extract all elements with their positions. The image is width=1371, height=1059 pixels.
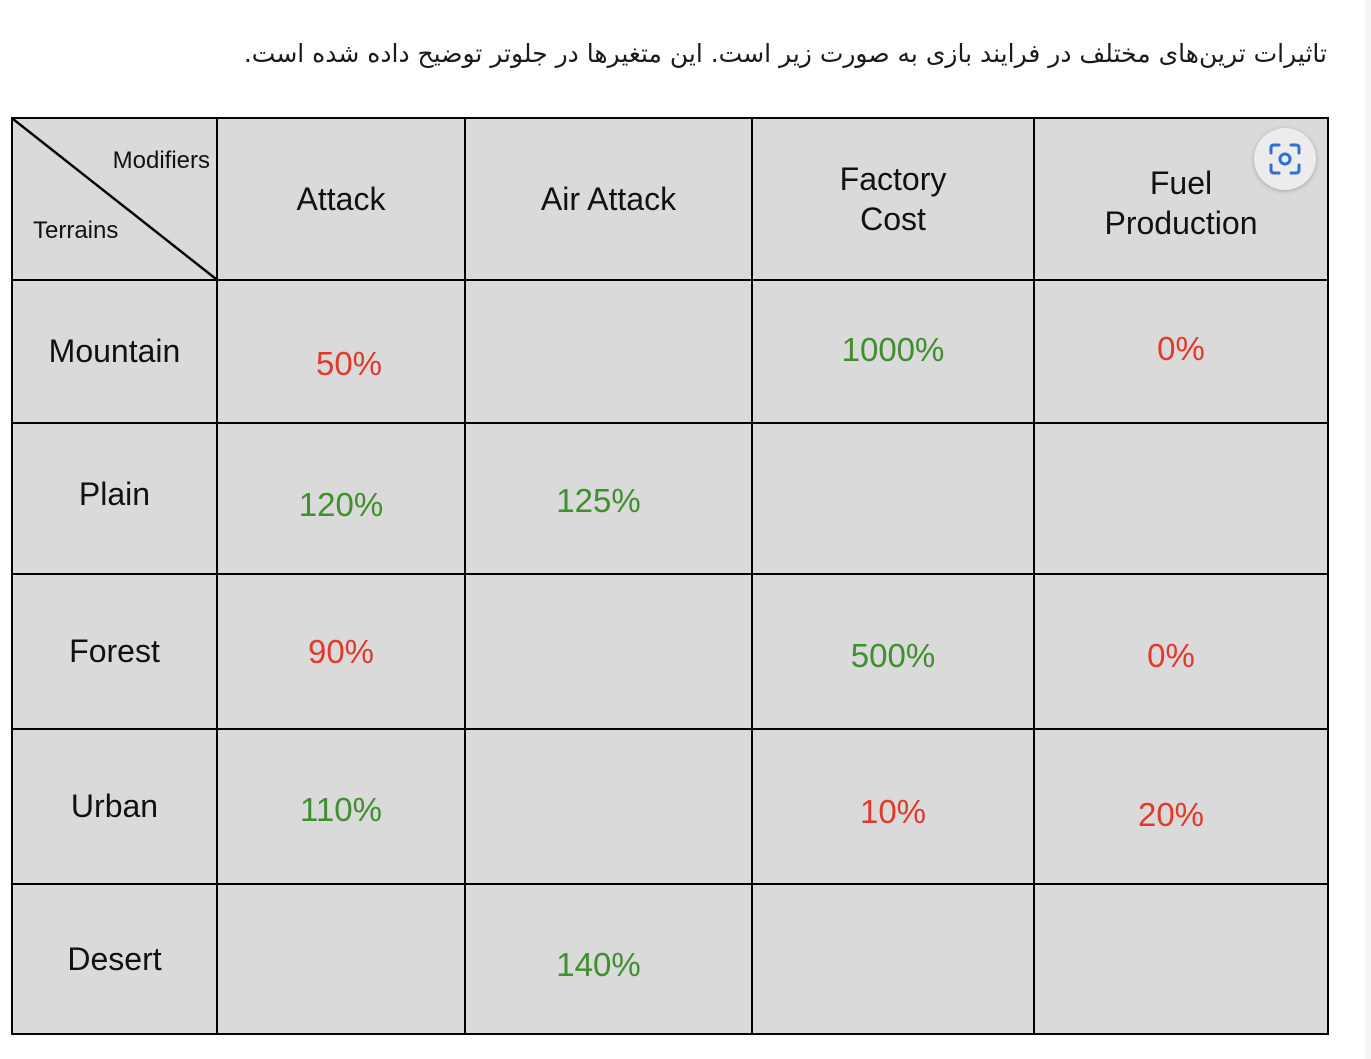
modifier-cell [1033, 422, 1329, 575]
modifier-value: 0% [1157, 329, 1205, 367]
modifier-cell: 20% [1033, 728, 1329, 885]
modifier-cell [751, 422, 1035, 575]
terrain-modifiers-table-image: Modifiers Terrains Attack Air Attack Fac… [11, 117, 1329, 1035]
row-header-terrain: Plain [11, 422, 218, 575]
modifier-cell: 0% [1033, 573, 1329, 730]
modifier-cell: 90% [216, 573, 466, 730]
modifier-cell: 120% [216, 422, 466, 575]
corner-terrains-label: Terrains [33, 217, 119, 244]
column-header-factory-cost: Factory Cost [751, 117, 1035, 281]
modifier-cell: 110% [216, 728, 466, 885]
row-header-terrain: Mountain [11, 279, 218, 424]
column-header-air-attack: Air Attack [464, 117, 753, 281]
modifier-cell [464, 279, 753, 424]
corner-modifiers-label: Modifiers [112, 147, 210, 174]
diagonal-divider [13, 119, 216, 279]
modifier-cell: 500% [751, 573, 1035, 730]
modifier-cell: 1000% [751, 279, 1035, 424]
modifier-value: 10% [859, 792, 927, 830]
modifier-cell [464, 573, 753, 730]
column-header-line: Air Attack [540, 181, 677, 217]
modifier-value: 1000% [841, 330, 945, 368]
table-row-mountain: Mountain 50% 1000% 0% [11, 279, 1329, 424]
table-row-plain: Plain 120% 125% [11, 422, 1329, 575]
modifier-cell [751, 883, 1035, 1035]
modifier-value: 0% [1147, 636, 1195, 674]
header-row: Modifiers Terrains Attack Air Attack Fac… [11, 117, 1329, 281]
modifier-value: 110% [300, 790, 382, 828]
row-header-terrain: Desert [11, 883, 218, 1035]
modifier-cell [216, 883, 466, 1035]
visual-search-icon [1269, 143, 1301, 175]
modifier-value: 50% [315, 344, 383, 382]
modifier-cell: 0% [1033, 279, 1329, 424]
page-scrollbar[interactable] [1365, 0, 1371, 1059]
column-header-line: Fuel [1149, 165, 1213, 201]
modifier-value: 140% [556, 946, 641, 983]
modifier-value: 20% [1137, 795, 1205, 833]
modifier-cell: 10% [751, 728, 1035, 885]
column-header-attack: Attack [216, 117, 466, 281]
column-header-line: Factory [839, 161, 947, 197]
modifier-value: 125% [556, 481, 641, 519]
modifier-value: 500% [850, 636, 936, 674]
row-header-terrain: Forest [11, 573, 218, 730]
modifier-value: 120% [298, 485, 384, 523]
table-row-desert: Desert 140% [11, 883, 1329, 1035]
modifier-value: 90% [307, 632, 375, 670]
modifier-cell: 125% [464, 422, 753, 575]
column-header-line: Cost [860, 201, 926, 237]
modifier-cell [1033, 883, 1329, 1035]
modifier-cell: 140% [464, 883, 753, 1035]
table-row-urban: Urban 110% 10% 20% [11, 728, 1329, 885]
column-header-line: Attack [296, 181, 386, 217]
corner-header-cell: Modifiers Terrains [11, 117, 218, 281]
terrain-modifiers-table: Modifiers Terrains Attack Air Attack Fac… [11, 117, 1329, 1035]
modifier-cell [464, 728, 753, 885]
row-header-terrain: Urban [11, 728, 218, 885]
column-header-line: Production [1104, 205, 1258, 241]
table-row-forest: Forest 90% 500% 0% [11, 573, 1329, 730]
intro-paragraph: تاثیرات ترین‌های مختلف در فرایند بازی به… [243, 39, 1327, 68]
modifier-cell: 50% [216, 279, 466, 424]
visual-search-button[interactable] [1254, 128, 1316, 190]
